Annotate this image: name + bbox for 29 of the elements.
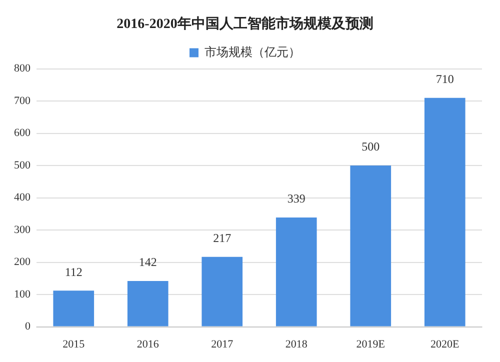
y-tick-label: 100	[14, 288, 31, 300]
y-tick-label: 800	[14, 62, 31, 75]
bar	[127, 281, 168, 326]
chart-title: 2016-2020年中国人工智能市场规模及预测	[116, 15, 374, 32]
bar	[424, 98, 466, 326]
x-tick-label: 2019E	[356, 338, 386, 350]
data-label: 710	[436, 72, 454, 86]
data-label: 217	[213, 230, 232, 245]
y-tick-label: 0	[25, 320, 31, 333]
y-tick-label: 700	[14, 94, 31, 107]
legend-label: 市场规模（亿元）	[204, 44, 300, 59]
x-tick-label: 2016	[136, 338, 160, 350]
y-tick-label: 200	[14, 256, 31, 268]
x-tick-label: 2017	[211, 338, 234, 350]
x-tick-label: 2018	[285, 338, 308, 350]
x-tick-label: 2020E	[430, 338, 460, 350]
data-label: 112	[64, 264, 82, 279]
bar	[276, 217, 317, 326]
bar	[202, 256, 243, 326]
x-tick-label: 2015	[62, 338, 86, 350]
data-label: 142	[138, 255, 157, 270]
data-label: 500	[362, 140, 380, 154]
y-tick-label: 600	[14, 127, 31, 140]
y-tick-label: 400	[14, 192, 31, 204]
y-tick-label: 300	[14, 224, 31, 236]
data-label: 339	[287, 192, 306, 206]
bar	[53, 290, 94, 326]
y-tick-label: 500	[14, 159, 31, 172]
bar	[350, 166, 392, 326]
